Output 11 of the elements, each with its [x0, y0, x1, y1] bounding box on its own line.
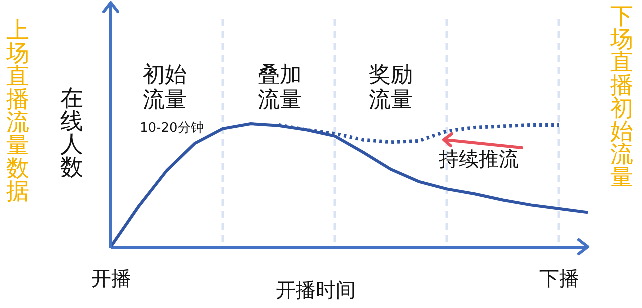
- x-axis-title: 开播时间: [276, 278, 356, 302]
- x-tick-label: 下播: [540, 266, 580, 290]
- annotation: 持续推流: [439, 147, 519, 171]
- x-tick-label: 开播: [92, 266, 132, 290]
- text: 初始流量: [143, 63, 188, 114]
- text: 叠加流量: [258, 63, 303, 114]
- text: 下场直播初始流量: [610, 4, 634, 191]
- annotation: 10-20分钟: [140, 121, 204, 137]
- text: 上场直播流量数据: [6, 18, 30, 205]
- y-axis-title: 在线人数: [60, 86, 84, 181]
- text: 奖励流量: [369, 63, 414, 114]
